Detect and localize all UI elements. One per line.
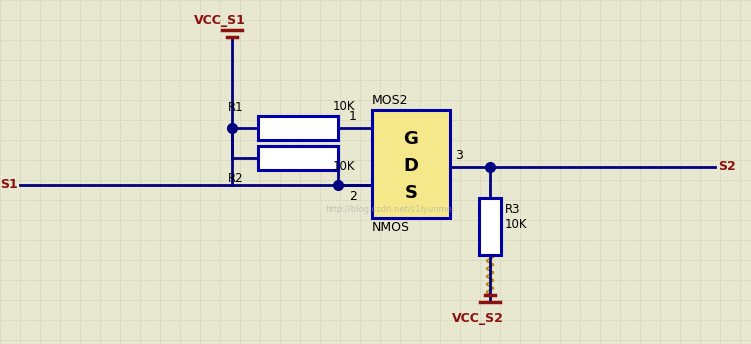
Text: R2: R2 xyxy=(228,172,243,185)
Bar xyxy=(258,146,338,170)
Text: 10K: 10K xyxy=(333,160,355,173)
Text: 10K: 10K xyxy=(333,100,355,113)
Bar xyxy=(372,110,450,218)
Text: R3: R3 xyxy=(505,203,520,216)
Text: S1: S1 xyxy=(0,179,18,192)
Text: http://blog.csdn.net/s1lyunmei: http://blog.csdn.net/s1lyunmei xyxy=(325,205,454,215)
Text: D: D xyxy=(403,157,418,175)
Text: VCC_S1: VCC_S1 xyxy=(194,14,246,27)
Text: NMOS: NMOS xyxy=(372,221,410,234)
Bar xyxy=(258,116,338,140)
Bar xyxy=(479,198,501,255)
Text: 10K: 10K xyxy=(505,218,527,231)
Text: S: S xyxy=(405,184,418,202)
Text: 1: 1 xyxy=(349,110,357,123)
Text: VCC_S2: VCC_S2 xyxy=(452,312,504,325)
Text: 2: 2 xyxy=(349,190,357,203)
Text: S2: S2 xyxy=(718,161,736,173)
Text: 3: 3 xyxy=(455,149,463,162)
Text: R1: R1 xyxy=(228,101,243,114)
Text: G: G xyxy=(403,130,418,148)
Text: MOS2: MOS2 xyxy=(372,94,409,107)
